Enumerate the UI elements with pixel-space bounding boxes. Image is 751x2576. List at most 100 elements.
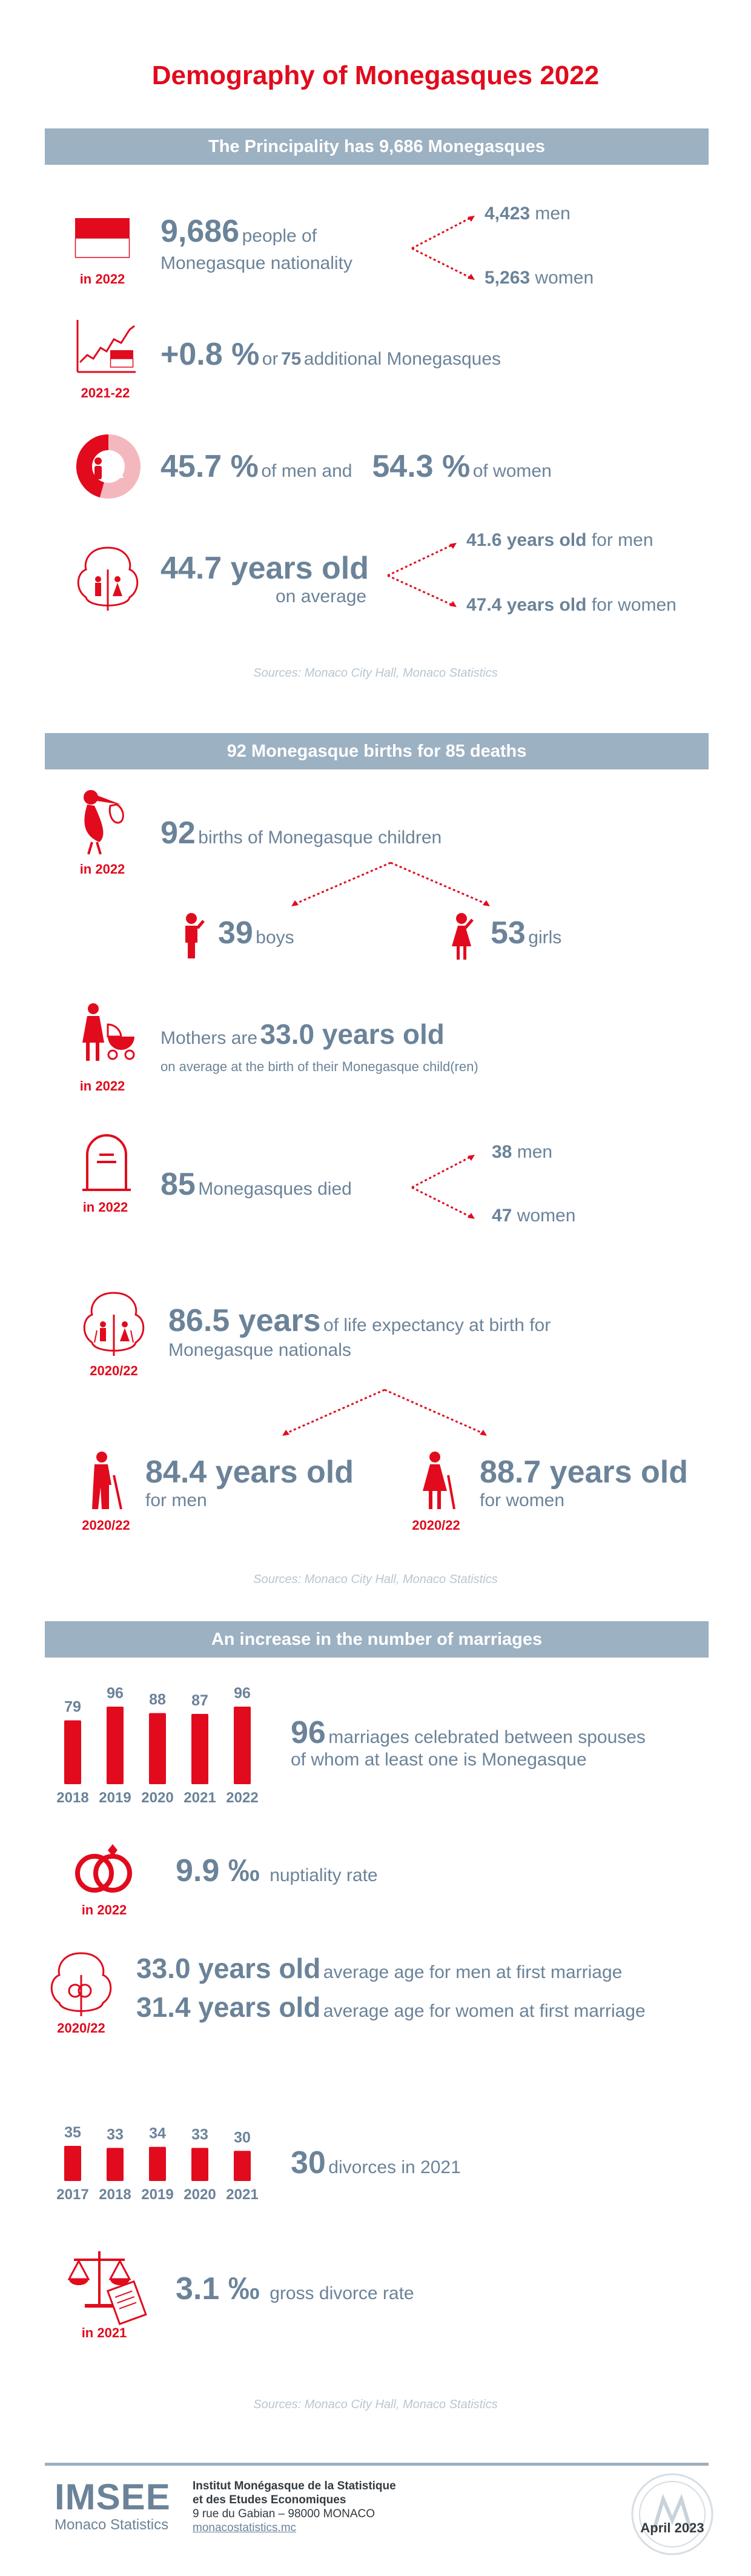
marriages-bar-chart: 79 2018 96 2019 88 2020 87 2021 96 2022 — [56, 1685, 258, 1806]
women-label: women — [535, 268, 594, 288]
deaths-men: 38 men — [492, 1142, 552, 1163]
age-women-text: for women — [591, 595, 677, 615]
girls-text: girls — [528, 928, 562, 948]
first-marriage-men-text: average age for men at first marriage — [323, 1962, 623, 1982]
deaths-women-text: women — [517, 1206, 576, 1226]
divorces-value: 30 — [291, 2145, 326, 2180]
bar-label-2020: 2020 — [141, 1790, 173, 1806]
bar-2020 — [149, 1713, 166, 1784]
divorce-rate-value: 3.1 ‰ — [176, 2271, 260, 2306]
bar-value-2020: 33 — [191, 2126, 208, 2143]
bar-value-2021: 30 — [234, 2129, 251, 2146]
population-text2: Monegasque nationality — [160, 253, 352, 273]
footer-divider — [45, 2463, 709, 2466]
deaths-women: 47 women — [492, 1206, 575, 1226]
life-value: 86.5 years — [168, 1303, 321, 1338]
deaths-text: Monegasques died — [198, 1179, 352, 1199]
elderly-woman-icon — [423, 1452, 455, 1510]
nuptiality-value: 9.9 ‰ — [176, 1853, 260, 1888]
marriages-value: 96 — [291, 1715, 326, 1750]
life-men-text: for men — [145, 1490, 207, 1510]
women-share-value: 54.3 % — [372, 449, 471, 484]
logo-text: IMSEE — [55, 2477, 171, 2517]
bar-value-2019: 96 — [107, 1685, 124, 1702]
nuptiality-year: in 2022 — [81, 1902, 127, 1917]
bar-2020 — [191, 2148, 208, 2181]
first-marriage-year: 2020/22 — [57, 2020, 105, 2036]
mothers-age: 33.0 years old — [260, 1018, 445, 1050]
bar-label-2019: 2019 — [141, 2186, 173, 2203]
gender-donut-icon — [76, 434, 141, 499]
bar-value-2018: 33 — [107, 2126, 124, 2143]
seal-watermark — [631, 2473, 713, 2555]
bar-label-2021: 2021 — [184, 1790, 216, 1806]
stork-icon — [84, 790, 124, 855]
mothers-stat: Mothers are 33.0 years old — [160, 1018, 445, 1051]
first-marriage-women: 31.4 years old average age for women at … — [136, 1991, 646, 2023]
org-address: 9 rue du Gabian – 98000 MONACO — [193, 2508, 375, 2520]
women-count: 5,263 women — [485, 268, 594, 288]
tree-couple-icon — [77, 546, 139, 611]
bar-label-2018: 2018 — [99, 2186, 131, 2203]
deaths-stat: 85 Monegasques died — [160, 1166, 352, 1203]
girl-icon — [452, 913, 474, 960]
tree-elderly-icon — [83, 1292, 145, 1356]
growth-value: +0.8 % — [160, 337, 260, 372]
age-women-value: 47.4 years old — [466, 595, 587, 615]
publication-date: April 2023 — [640, 2520, 704, 2535]
first-marriage-women-value: 31.4 years old — [136, 1991, 321, 2023]
age-men-text: for men — [591, 530, 653, 550]
wedding-rings-icon — [75, 1844, 132, 1893]
divorce-rate-text: gross divorce rate — [270, 2283, 414, 2303]
bar-value-2021: 87 — [191, 1692, 208, 1709]
deaths-men-text: men — [517, 1142, 553, 1162]
average-age-value: 44.7 years old — [160, 551, 369, 586]
men-share-text: of men and — [261, 461, 352, 481]
bar-label-2020: 2020 — [184, 2186, 216, 2203]
growth-or: or — [262, 349, 279, 369]
org-line-2: et des Etudes Economiques — [193, 2494, 346, 2506]
population-stat: 9,686 people of — [160, 213, 317, 250]
section3-source: Sources: Monaco City Hall, Monaco Statis… — [253, 2398, 498, 2411]
population-value: 9,686 — [160, 214, 240, 249]
divorces-bar-chart: 35 2017 33 2018 34 2019 33 2020 30 2021 — [56, 2124, 258, 2203]
mothers-year: in 2022 — [79, 1078, 125, 1094]
age-split-arrows-icon — [387, 543, 457, 607]
section2-source: Sources: Monaco City Hall, Monaco Statis… — [253, 1573, 498, 1586]
population-text: people of — [242, 226, 317, 246]
bar-2019 — [107, 1707, 124, 1784]
monaco-flag-icon — [74, 218, 130, 258]
tree-rings-icon — [50, 1952, 112, 2016]
bar-label-2019: 2019 — [99, 1790, 131, 1806]
organisation-block: Institut Monégasque de la Statistique et… — [193, 2479, 396, 2535]
life-text1: of life expectancy at birth for — [323, 1315, 551, 1335]
men-value: 4,423 — [485, 204, 531, 224]
section1-source: Sources: Monaco City Hall, Monaco Statis… — [253, 666, 498, 680]
deaths-women-value: 47 — [492, 1206, 512, 1226]
life-women-value: 88.7 years old — [480, 1455, 688, 1490]
age-men-value: 41.6 years old — [466, 530, 587, 550]
life-women-text: for women — [480, 1490, 565, 1510]
split-arrows-icon — [411, 216, 475, 280]
website-link[interactable]: monacostatistics.mc — [193, 2521, 297, 2534]
gender-share-stat: 45.7 % of men and 54.3 % of women — [160, 448, 552, 485]
divorce-rate-stat: 3.1 ‰ gross divorce rate — [176, 2271, 414, 2307]
org-line-1: Institut Monégasque de la Statistique — [193, 2480, 396, 2492]
births-text: births of Monegasque children — [198, 828, 442, 848]
divorces-text: divorces in 2021 — [328, 2157, 461, 2177]
women-value: 5,263 — [485, 268, 531, 288]
growth-additional: 75 — [280, 349, 302, 369]
section-header-births: 92 Monegasque births for 85 deaths — [45, 733, 709, 769]
section-header-population: The Principality has 9,686 Monegasques — [45, 128, 709, 165]
life-split-arrows-icon — [282, 1389, 487, 1436]
marriages-text2: of whom at least one is Monegasque — [291, 1750, 587, 1770]
life-text2: Monegasque nationals — [168, 1340, 351, 1360]
boys-text: boys — [256, 928, 294, 948]
average-age-text: on average — [276, 586, 367, 606]
deaths-men-value: 38 — [492, 1142, 512, 1162]
life-men-value: 84.4 years old — [145, 1455, 354, 1490]
scales-document-icon — [67, 2251, 147, 2325]
men-count: 4,423 men — [485, 204, 571, 224]
growth-stat: +0.8 % or 75 additional Monegasques — [160, 336, 501, 373]
boys-value: 39 — [218, 915, 253, 951]
